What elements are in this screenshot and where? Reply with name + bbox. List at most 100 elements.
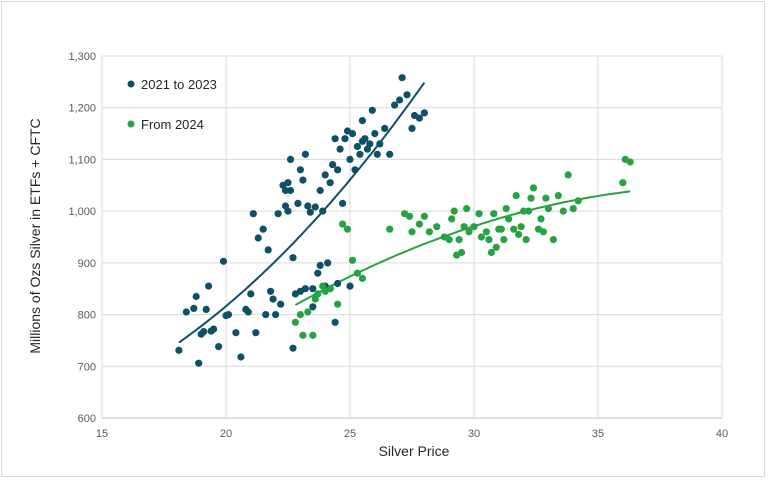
data-point-series-0 [284,207,292,215]
data-point-series-1 [353,269,361,277]
data-point-series-1 [415,220,423,228]
data-point-series-0 [368,106,376,114]
y-tick-label: 1,300 [68,51,96,63]
data-point-series-1 [529,184,538,192]
y-tick-label: 1,100 [68,154,96,166]
data-point-series-1 [358,274,366,282]
x-tick-label: 30 [468,428,480,440]
data-point-series-1 [510,225,518,233]
data-point-series-0 [294,199,302,207]
data-point-series-0 [321,171,329,179]
data-point-series-0 [277,300,285,308]
y-tick-label: 600 [78,413,96,425]
data-point-series-0 [316,261,324,269]
x-tick-label: 35 [592,428,604,440]
data-point-series-1 [477,233,485,241]
data-point-series-1 [520,207,528,215]
data-point-series-0 [398,74,406,82]
data-point-series-1 [314,290,322,298]
data-point-series-0 [301,150,309,158]
data-point-series-0 [252,329,260,337]
y-tick-label: 1,200 [68,103,96,115]
data-point-series-1 [626,158,634,166]
data-point-series-0 [192,292,200,301]
data-point-series-0 [190,304,198,312]
data-point-series-1 [542,194,550,202]
data-point-series-0 [309,285,317,293]
legend-marker-from-2024 [127,120,135,128]
data-point-series-1 [420,212,428,220]
data-point-series-0 [244,308,252,316]
data-point-series-0 [391,101,399,109]
data-point-series-1 [482,228,490,236]
data-point-series-0 [286,186,295,195]
data-point-series-0 [202,305,210,313]
data-point-series-1 [453,251,461,259]
legend-label-from-2024: From 2024 [141,117,204,132]
data-point-series-0 [361,135,369,143]
data-point-series-0 [182,308,190,316]
data-point-series-0 [396,96,404,104]
data-point-series-1 [515,230,523,238]
x-tick-label: 40 [716,428,728,440]
data-point-series-1 [386,225,394,233]
data-point-series-1 [502,205,510,213]
data-point-series-0 [415,114,423,122]
data-point-series-0 [326,179,334,187]
legend: 2021 to 2023 From 2024 [127,77,217,132]
data-point-series-0 [353,142,361,151]
data-point-series-1 [455,236,463,244]
data-point-series-1 [445,236,453,244]
data-point-series-1 [564,171,572,179]
legend-marker-2021-to-2023 [127,80,135,88]
data-point-series-1 [470,223,478,231]
data-point-series-0 [219,257,228,265]
data-point-series-0 [314,269,322,277]
data-point-series-1 [296,311,304,319]
data-point-series-1 [448,215,456,223]
data-point-series-0 [341,135,349,143]
y-tick-label: 800 [78,310,96,322]
data-point-series-0 [331,135,339,143]
data-point-series-0 [289,344,297,352]
data-point-series-0 [306,208,314,216]
data-point-series-0 [281,186,290,195]
data-point-series-1 [559,207,567,215]
data-point-series-0 [304,202,312,210]
data-point-series-1 [490,210,498,218]
data-point-series-0 [301,285,309,293]
data-point-series-1 [522,236,530,244]
data-point-series-1 [433,223,441,231]
legend-label-2021-to-2023: 2021 to 2023 [141,77,217,92]
data-point-series-1 [487,248,495,257]
data-point-series-1 [334,300,342,308]
data-point-series-1 [343,225,352,233]
x-tick-label: 20 [220,428,232,440]
data-point-series-0 [316,186,324,195]
data-point-series-0 [366,140,374,148]
data-point-series-0 [232,329,240,337]
data-point-series-0 [373,150,381,158]
data-point-series-0 [381,124,389,132]
data-point-series-1 [475,210,483,218]
data-point-series-0 [299,176,307,184]
data-point-series-1 [554,192,562,200]
data-point-series-0 [205,282,213,290]
data-point-series-0 [331,318,339,326]
data-point-series-1 [460,223,468,231]
data-point-series-0 [286,155,295,163]
data-point-series-1 [309,331,317,339]
data-point-series-0 [262,311,270,319]
data-point-series-0 [348,130,357,138]
data-point-series-1 [569,205,577,213]
data-point-series-1 [539,228,548,236]
y-tick-label: 1,000 [68,206,96,218]
data-point-series-0 [200,328,208,336]
data-point-series-1 [527,194,535,202]
data-point-series-1 [549,236,558,244]
data-point-series-0 [408,124,416,132]
data-point-series-0 [324,259,332,267]
data-point-series-0 [267,287,275,295]
data-point-series-0 [195,359,203,367]
data-point-series-1 [492,243,500,251]
